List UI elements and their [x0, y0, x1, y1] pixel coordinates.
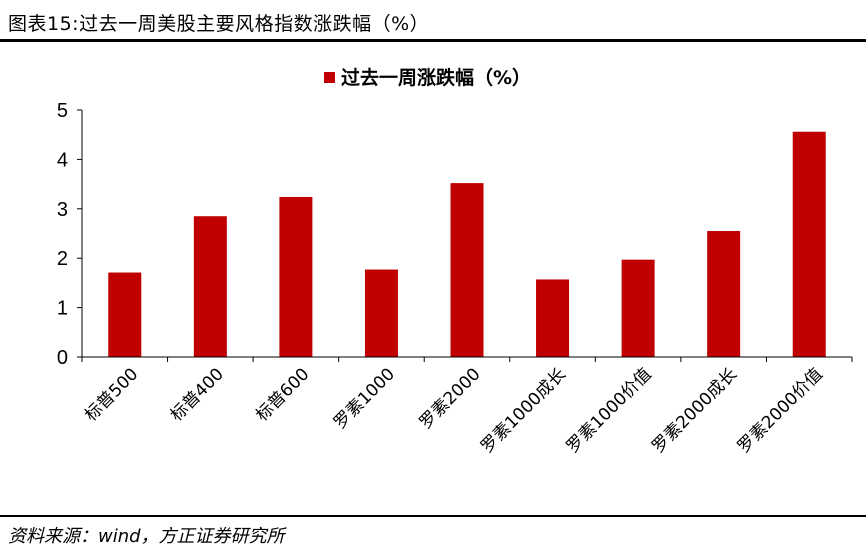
bar-1 — [108, 272, 142, 357]
figure-title: 图表15:过去一周美股主要风格指数涨跌幅（%） — [8, 13, 430, 35]
x-tick-label: 罗素1000成长 — [477, 364, 570, 457]
top-divider — [0, 39, 866, 42]
source-note: 资料来源：wind，方正证券研究所 — [8, 526, 285, 547]
x-tick-label: 罗素2000价值 — [734, 364, 827, 457]
x-tick-label: 罗素2000 — [416, 364, 485, 433]
y-tick-label: 3 — [57, 199, 68, 221]
bar-4 — [364, 269, 398, 357]
bar-7 — [621, 259, 655, 357]
legend-label: 过去一周涨跌幅（%） — [341, 66, 531, 89]
y-axis-ticks: 0 1 2 3 4 5 — [57, 100, 82, 369]
x-tick-label: 标普600 — [252, 364, 313, 425]
bar-6 — [536, 279, 570, 357]
x-tick-label: 罗素2000成长 — [648, 364, 741, 457]
bar-2 — [193, 216, 227, 357]
x-tick-label: 标普400 — [167, 364, 228, 425]
x-tick-label: 罗素1000 — [330, 364, 399, 433]
bar-5 — [450, 183, 484, 357]
bar-3 — [279, 196, 313, 357]
x-tick-label: 罗素1000价值 — [563, 364, 656, 457]
legend: 过去一周涨跌幅（%） — [324, 66, 531, 89]
x-axis-ticks: 标普500 标普400 标普600 罗素1000 罗素2000罗素1000成长罗素100… — [81, 357, 853, 457]
y-tick-label: 2 — [57, 248, 68, 270]
x-tick-label: 标普500 — [81, 364, 142, 425]
y-tick-label: 0 — [57, 347, 68, 369]
y-tick-label: 4 — [57, 149, 68, 171]
bars — [108, 131, 826, 357]
bar-8 — [707, 231, 741, 357]
bar-9 — [792, 131, 826, 357]
y-tick-label: 5 — [57, 100, 68, 122]
y-tick-label: 1 — [57, 298, 68, 320]
bottom-divider — [0, 515, 866, 517]
legend-swatch — [324, 72, 335, 83]
